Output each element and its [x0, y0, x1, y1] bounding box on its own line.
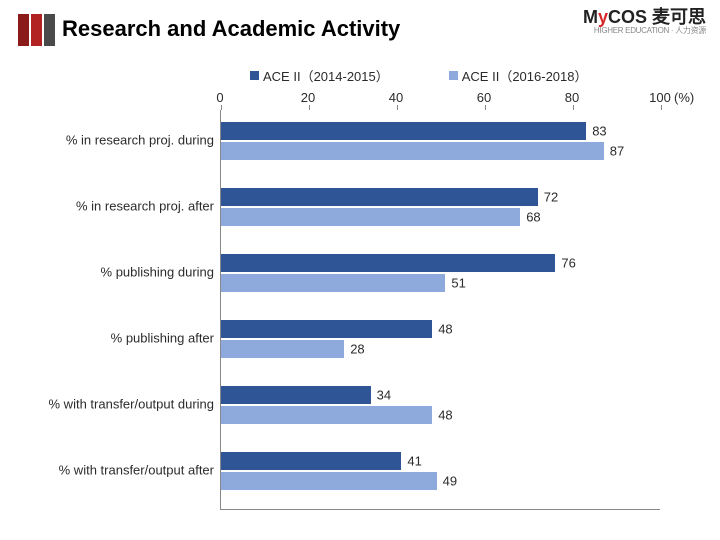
- legend-label-1: ACE II（2016-2018）: [462, 66, 588, 85]
- x-tick-label: 80: [565, 90, 579, 105]
- logo-tagline: HIGHER EDUCATION · 人力资源: [583, 27, 706, 35]
- category-label: % in research proj. during: [34, 133, 214, 148]
- category-label: % publishing during: [34, 265, 214, 280]
- bar: [221, 472, 437, 490]
- bar: [221, 122, 586, 140]
- legend-label-0: ACE II（2014-2015）: [263, 66, 389, 85]
- axis-unit: (%): [674, 90, 694, 105]
- logo-text: MyCOS 麦可思: [583, 8, 706, 26]
- bar: [221, 406, 432, 424]
- bar-value-label: 49: [443, 474, 457, 489]
- bar: [221, 208, 520, 226]
- bar-chart: 838772687651482834484149 (%) 02040608010…: [40, 90, 680, 520]
- bar-value-label: 28: [350, 342, 364, 357]
- bar-value-label: 76: [561, 256, 575, 271]
- bar-value-label: 72: [544, 190, 558, 205]
- bar-value-label: 51: [451, 276, 465, 291]
- chart-legend: ACE II（2014-2015） ACE II（2016-2018）: [250, 66, 588, 85]
- bar: [221, 386, 371, 404]
- bar-value-label: 41: [407, 454, 421, 469]
- bar-value-label: 87: [610, 144, 624, 159]
- bar: [221, 320, 432, 338]
- bar-value-label: 34: [377, 388, 391, 403]
- x-tick-label: 0: [216, 90, 223, 105]
- legend-swatch-0: [250, 71, 259, 80]
- bar: [221, 340, 344, 358]
- title-accent-bars: [18, 14, 55, 46]
- bar: [221, 274, 445, 292]
- x-tick-label: 40: [389, 90, 403, 105]
- bar-value-label: 68: [526, 210, 540, 225]
- x-tick-label: 100: [649, 90, 671, 105]
- category-label: % with transfer/output after: [34, 463, 214, 478]
- bar: [221, 452, 401, 470]
- category-label: % with transfer/output during: [34, 397, 214, 412]
- category-label: % in research proj. after: [34, 199, 214, 214]
- legend-item-0: ACE II（2014-2015）: [250, 66, 389, 85]
- brand-logo: MyCOS 麦可思 HIGHER EDUCATION · 人力资源: [583, 8, 706, 35]
- x-tick-label: 60: [477, 90, 491, 105]
- bar: [221, 188, 538, 206]
- page-title: Research and Academic Activity: [62, 16, 400, 42]
- legend-swatch-1: [449, 71, 458, 80]
- bar: [221, 254, 555, 272]
- plot-area: 83 87 72 68 76 51 48 28 34 48 41 49: [220, 110, 660, 510]
- legend-item-1: ACE II（2016-2018）: [449, 66, 588, 85]
- bar-value-label: 48: [438, 322, 452, 337]
- category-label: % publishing after: [34, 331, 214, 346]
- bar-value-label: 48: [438, 408, 452, 423]
- bar: [221, 142, 604, 160]
- bar-value-label: 83: [592, 124, 606, 139]
- x-tick-label: 20: [301, 90, 315, 105]
